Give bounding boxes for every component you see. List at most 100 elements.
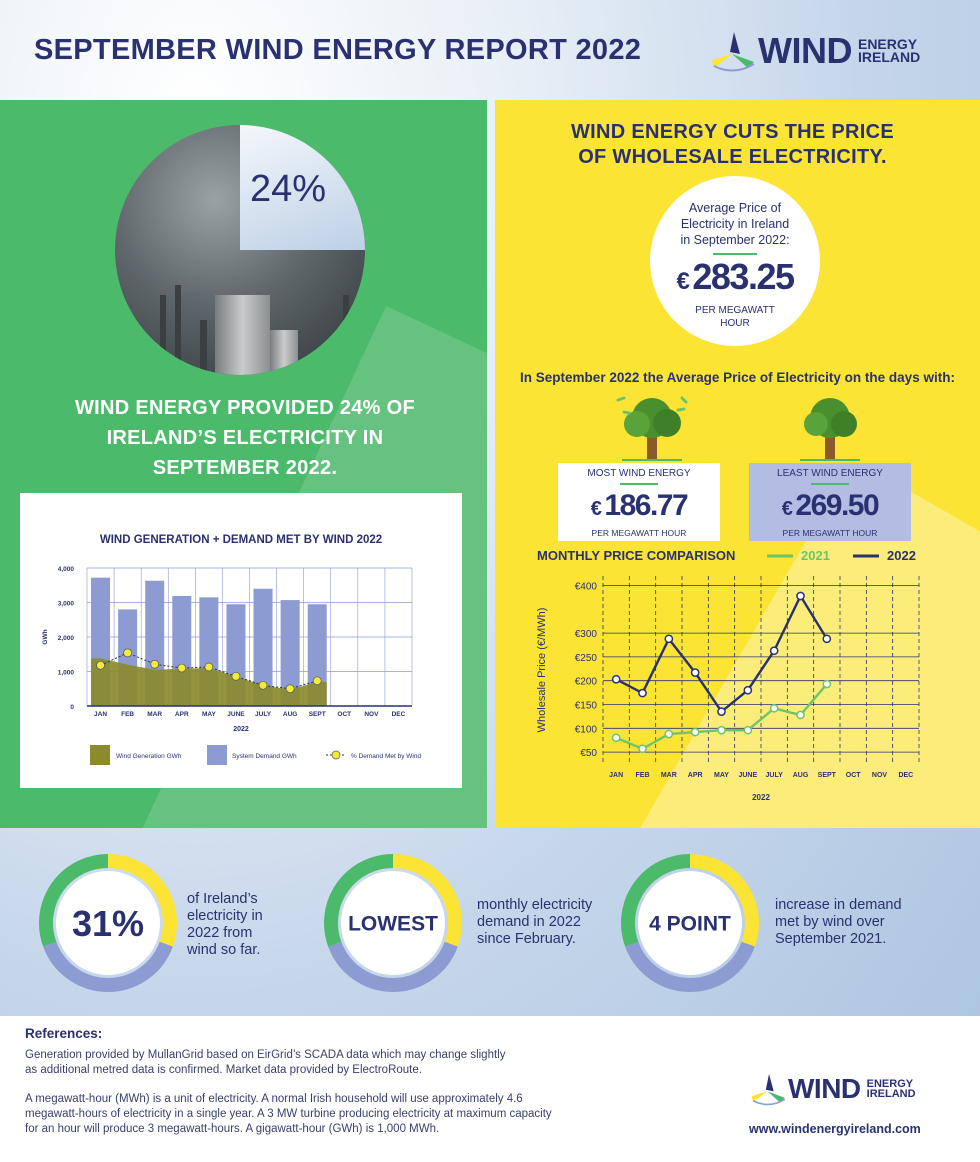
x-tick-label: MAY: [202, 711, 217, 718]
demand-met-point: [231, 671, 241, 681]
yellow-headline-2: OF WHOLESALE ELECTRICITY.: [578, 146, 887, 168]
price-point-2021: [822, 679, 832, 689]
price-y-tick-label: €200: [575, 677, 598, 688]
days-intro: In September 2022 the Average Price of E…: [520, 370, 955, 385]
price-chart: MONTHLY PRICE COMPARISON 2021 2022 €50 €100 €…: [536, 548, 920, 802]
demand-met-point: [150, 659, 160, 669]
price-point-2021: [717, 725, 726, 735]
wind-logo-icon: [712, 32, 755, 72]
tree-icon-least: [800, 398, 860, 461]
ring-segment-green: [39, 854, 109, 947]
x-tick-label: JAN: [94, 711, 107, 718]
logo-sub-1: ENERGY: [857, 35, 918, 52]
price-point-2021: [664, 729, 674, 739]
header-logo[interactable]: WIND ENERGY IRELAND: [710, 28, 920, 74]
website-link[interactable]: www.windenergyireland.com: [749, 1122, 921, 1136]
price-point-2022: [743, 685, 753, 695]
avg-label: Average Price of Electricity in Ireland …: [650, 200, 820, 248]
price-y-tick-label: €100: [575, 724, 598, 735]
avg-number: 283.25: [692, 256, 795, 297]
price-x-tick-label: AUG: [793, 772, 809, 779]
stat-2-text: monthly electricity demand in 2022 since F…: [477, 897, 592, 948]
avg-label-3: in September 2022:: [680, 233, 790, 247]
price-point-2022: [769, 646, 779, 656]
least-wind-currency: €: [781, 498, 793, 520]
least-wind-box: LEAST WIND ENERGY €269.50 PER MEGAWATT H…: [749, 463, 911, 541]
legend-marker-demand-met: [331, 750, 341, 760]
price-y-tick-label: €400: [575, 582, 598, 593]
photo-percent: 24%: [250, 168, 327, 210]
references-p2: A megawatt-hour (MWh) is a unit of elect…: [25, 1092, 665, 1137]
legend-label-2021: 2021: [801, 548, 830, 563]
y-tick-label: 4,000: [58, 566, 75, 573]
legend-swatch-demand: [207, 745, 227, 765]
price-point-2021: [796, 710, 805, 720]
legend-swatch-generation: [90, 745, 110, 765]
stat-3-text: increase in demand met by wind over Septem…: [775, 897, 902, 948]
ring-center: [341, 871, 445, 975]
avg-unit-2: HOUR: [720, 318, 750, 329]
stat-31-percent: 31%: [38, 853, 178, 993]
demand-bar: [280, 600, 300, 706]
references-p1: Generation provided by MullanGrid based …: [25, 1048, 665, 1078]
demand-met-point: [312, 676, 322, 686]
references-p1-line2: as additional metred data is confirmed. …: [25, 1064, 422, 1076]
price-point-2022: [717, 707, 726, 716]
logo-sub: ENERGY IRELAND: [857, 35, 921, 65]
ring-segment-green: [324, 854, 394, 947]
most-wind-box: MOST WIND ENERGY €186.77 PER MEGAWATT HO…: [558, 463, 720, 541]
price-y-tick-label: €50: [580, 748, 597, 759]
x-tick-label: DEC: [392, 711, 406, 718]
price-x-tick-label: FEB: [636, 772, 650, 779]
demand-met-point: [285, 684, 295, 694]
y-axis-label: GWh: [42, 629, 49, 644]
price-chart-title: MONTHLY PRICE COMPARISON: [537, 548, 735, 563]
stat-text-line: wind so far.: [187, 942, 261, 958]
stat-text-line: monthly electricity: [477, 897, 593, 913]
most-wind-unit: PER MEGAWATT HOUR: [591, 528, 687, 538]
demand-met-point: [204, 662, 214, 672]
price-point-2022: [796, 591, 805, 601]
yellow-headline-1: WIND ENERGY CUTS THE PRICE: [570, 121, 894, 143]
least-wind-unit: PER MEGAWATT HOUR: [782, 528, 878, 538]
price-line-2022: [615, 593, 828, 714]
ring-segment-yellow: [689, 854, 759, 947]
price-x-tick-label: OCT: [846, 772, 862, 779]
legend-label-2022: 2022: [887, 548, 916, 563]
footer-logo-sub-1: ENERGY: [866, 1077, 914, 1090]
logo-sub-2: IRELAND: [857, 49, 921, 65]
price-x-tick-label: NOV: [872, 772, 888, 779]
x-tick-label: APR: [175, 711, 189, 718]
most-wind-divider: [620, 483, 658, 485]
average-price-circle: Average Price of Electricity in Ireland …: [650, 176, 820, 346]
stat-text-line: of Ireland’s: [187, 891, 258, 907]
legend-label-demand: System Demand GWh: [232, 753, 297, 760]
legend-label-generation: Wind Generation GWh: [116, 753, 182, 760]
price-x-tick-label: DEC: [898, 772, 913, 779]
ring-segment-yellow: [392, 854, 462, 947]
header: SEPTEMBER WIND ENERGY REPORT 2022 WIND E…: [0, 0, 980, 100]
x-tick-label: JUNE: [227, 711, 245, 718]
footer-logo-sub: ENERGY IRELAND: [866, 1077, 916, 1099]
price-point-2022: [690, 668, 700, 677]
stat-lowest: LOWEST: [323, 853, 463, 993]
references-p2-line3: for an hour will produce 3 megawatt-hour…: [25, 1123, 440, 1135]
most-wind-number: 186.77: [604, 489, 688, 522]
ring-segment-yellow: [107, 854, 177, 947]
avg-value: €283.25: [650, 256, 820, 298]
x-tick-label: JULY: [255, 711, 272, 718]
generation-chart-card: WIND GENERATION + DEMAND MET BY WIND 202…: [20, 493, 462, 788]
references-title: References:: [25, 1026, 103, 1041]
references: References: Generation provided by Mulla…: [0, 1016, 980, 1162]
avg-unit-1: PER MEGAWATT: [695, 305, 775, 316]
footer-logo[interactable]: WIND ENERGY IRELAND: [750, 1070, 916, 1108]
price-y-tick-label: €150: [575, 701, 598, 712]
price-point-2022: [611, 674, 621, 684]
least-wind-label: LEAST WIND ENERGY: [777, 468, 883, 479]
avg-divider: [713, 253, 757, 255]
ring-segment-lavender: [43, 941, 173, 992]
avg-currency: €: [676, 268, 690, 295]
demand-met-point: [96, 660, 105, 670]
price-x-tick-label: APR: [688, 772, 703, 779]
price-y-axis-label: Wholesale Price (€/MWh): [536, 608, 548, 733]
